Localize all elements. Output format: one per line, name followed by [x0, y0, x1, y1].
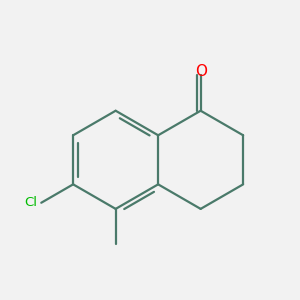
Text: Cl: Cl: [24, 196, 37, 209]
Text: O: O: [195, 64, 207, 79]
